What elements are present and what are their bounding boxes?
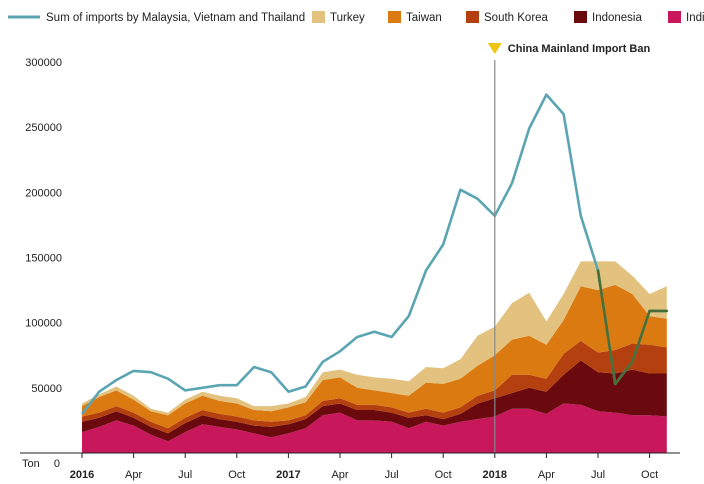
legend-swatch-taiwan (388, 11, 401, 23)
legend-label-taiwan: Taiwan (406, 12, 442, 24)
legend-swatch-turkey (312, 11, 325, 23)
x-tick-label: Apr (538, 469, 555, 481)
legend-label-line: Sum of imports by Malaysia, Vietnam and … (46, 12, 305, 24)
area-south-korea (82, 340, 667, 434)
legend-swatch-india (668, 11, 681, 23)
x-tick-label: Oct (641, 469, 658, 481)
legend-label-south-korea: South Korea (484, 12, 549, 24)
x-tick-label: Jul (385, 469, 399, 481)
y-tick-label: 100000 (25, 318, 62, 330)
y-axis: 50000 100000 150000 200000 250000 300000 0 Ton (22, 57, 62, 470)
line-segment-overlap (631, 309, 651, 364)
x-axis: 2016 Apr Jul Oct 2017 Apr Jul Oct 2018 Apr Jul Oct (20, 452, 680, 481)
y-tick-label: 0 (54, 458, 60, 470)
area-turkey (82, 261, 667, 416)
x-tick-label: Jul (178, 469, 192, 481)
import-ban-annotation: China Mainland Import Ban (487, 43, 651, 453)
x-tick-label: 2016 (70, 469, 94, 481)
y-tick-label: 50000 (31, 383, 62, 395)
line-malaysia-vietnam-thailand (80, 93, 667, 415)
legend-swatch-south-korea (466, 11, 479, 23)
x-tick-label: 2017 (276, 469, 300, 481)
area-indonesia (82, 360, 667, 442)
line-layer (80, 93, 669, 415)
import-ban-label: China Mainland Import Ban (508, 43, 651, 55)
stacked-areas (82, 261, 667, 453)
x-tick-label: Apr (331, 469, 348, 481)
x-tick-label: Oct (228, 469, 245, 481)
line-segment-overlap (596, 269, 617, 386)
line-segment-overlap (613, 360, 634, 386)
y-tick-label: 300000 (25, 57, 62, 69)
x-tick-label: 2018 (483, 469, 507, 481)
y-tick-label: 200000 (25, 187, 62, 199)
x-tick-label: Oct (435, 469, 452, 481)
area-taiwan (82, 284, 667, 429)
area-india (82, 403, 667, 453)
y-tick-label: 250000 (25, 122, 62, 134)
y-axis-label: Ton (22, 458, 40, 470)
x-tick-label: Apr (125, 469, 142, 481)
legend-swatch-indonesia (574, 11, 587, 23)
import-ban-marker-triangle (487, 43, 502, 54)
legend-label-indonesia: Indonesia (592, 12, 642, 24)
legend: Sum of imports by Malaysia, Vietnam and … (8, 11, 704, 24)
y-tick-label: 150000 (25, 253, 62, 265)
x-tick-label: Jul (591, 469, 605, 481)
legend-label-turkey: Turkey (330, 12, 365, 24)
legend-label-india: India (686, 12, 704, 24)
